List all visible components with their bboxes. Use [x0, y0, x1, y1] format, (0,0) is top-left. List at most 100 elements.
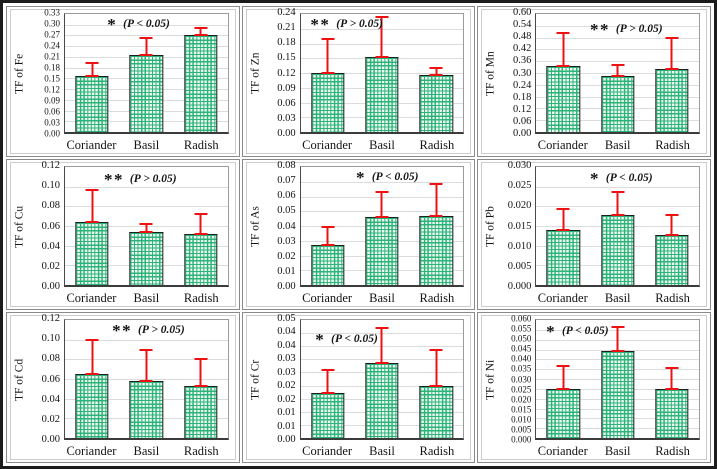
x-axis-label-basil: Basil: [369, 443, 395, 458]
y-tick-label: 0.02: [41, 413, 60, 425]
chart-panel-frame: TF of Zn 0.24 0.21 0.18 0.15 0.12 0.09 0.06 0.0…: [245, 6, 472, 154]
y-tick-label: 0.015: [511, 404, 532, 415]
y-tick-label: 0.06: [41, 373, 60, 385]
chart-panel: TF of Pb 0.030 0.025 0.020 0.015 0.010 0.005 0…: [477, 159, 711, 310]
error-bar-cap-top: [321, 38, 335, 41]
significance-stars: **: [310, 15, 331, 34]
y-tick-label: 0.12: [41, 159, 60, 171]
x-axis-label-basil: Basil: [133, 137, 160, 152]
bar-radish: [655, 388, 689, 438]
error-bar-coriander: [321, 226, 335, 247]
significance-stars: **: [104, 170, 125, 190]
x-axis-label-radish: Radish: [655, 443, 690, 458]
y-tick-label: 0.03: [277, 112, 296, 124]
significance-annotation: ** (P > 0.05): [310, 14, 383, 34]
error-bar-cap-top: [556, 208, 570, 211]
chart-panel-frame: TF of Cu 0.12 0.10 0.08 0.06 0.04 0.02 0.00 **…: [10, 159, 236, 307]
error-bar-cap-bottom: [556, 228, 570, 231]
bar-basil: [600, 215, 635, 285]
chart-panel: TF of Cu 0.12 0.10 0.08 0.06 0.04 0.02 0.00 **…: [6, 159, 240, 310]
y-axis-title: TF of Mn: [484, 51, 497, 96]
x-axis-label-coriander: Coriander: [302, 290, 353, 305]
y-tick-label: 0.00: [512, 127, 532, 139]
error-bar-basil: [375, 190, 389, 219]
plot-area: ** (P > 0.05): [64, 319, 229, 440]
y-tick-label: 0.05: [277, 205, 296, 217]
chart-panel-frame: TF of Fe 0.33 0.30 0.27 0.24 0.21 0.18 0.15 0.1…: [10, 8, 236, 154]
error-bar-cap-top: [321, 368, 335, 371]
p-value-label: (P < 0.05): [559, 325, 609, 338]
bar-basil: [600, 75, 635, 132]
y-tick-label: 0.00: [44, 128, 60, 139]
chart-panel-frame: TF of Cd 0.12 0.10 0.08 0.06 0.04 0.02 0.00 **…: [10, 313, 236, 460]
p-value-label: (P > 0.05): [613, 22, 663, 35]
error-bar-radish: [429, 348, 443, 387]
y-axis-ticks: 0.05 0.04 0.04 0.03 0.03 0.02 0.02 0.01 0.01 0.00: [263, 313, 300, 444]
y-tick-label: 0.27: [44, 29, 60, 40]
y-tick-label: 0.010: [507, 240, 532, 252]
x-axis-label-coriander: Coriander: [537, 137, 588, 152]
error-bar-line: [91, 62, 94, 76]
error-bar-cap-bottom: [85, 221, 99, 224]
error-bar-cap-top: [665, 367, 679, 370]
error-bar-cap-top: [611, 190, 625, 193]
y-tick-label: 0.15: [277, 52, 296, 64]
error-bar-cap-top: [665, 36, 679, 39]
y-tick-label: 0.60: [512, 6, 532, 18]
y-tick-label: 0.36: [512, 55, 532, 67]
y-axis-title: TF of Cr: [249, 359, 262, 400]
plot-area: * (P < 0.05): [535, 319, 700, 440]
error-bar-basil: [139, 349, 153, 382]
error-bar-cap-top: [429, 67, 443, 70]
significance-stars: *: [107, 15, 118, 34]
gridline: [536, 61, 699, 63]
chart-panel-frame: TF of Pb 0.030 0.025 0.020 0.015 0.010 0.005 0…: [481, 160, 707, 307]
error-bar-cap-top: [139, 36, 153, 39]
bar-basil: [365, 57, 399, 132]
y-tick-label: 0.24: [277, 6, 296, 18]
chart-panel: TF of As 0.08 0.07 0.06 0.05 0.04 0.03 0.02 0.0…: [241, 159, 476, 310]
error-bar-cap-bottom: [375, 216, 389, 219]
error-bar-coriander: [556, 31, 570, 68]
bar-coriander: [546, 229, 581, 285]
error-bar-cap-top: [85, 62, 99, 65]
gridline: [536, 186, 699, 188]
y-tick-label: 0.48: [512, 30, 532, 42]
y-tick-label: 0.01: [277, 265, 296, 277]
error-bar-cap-top: [375, 190, 389, 193]
chart-panel-frame: TF of Ni 0.060 0.055 0.050 0.045 0.040 0.035 0…: [481, 314, 707, 460]
error-bar-coriander: [556, 365, 570, 390]
error-bar-basil: [375, 326, 389, 365]
y-axis-title: TF of As: [249, 206, 262, 247]
y-tick-label: 0.01: [277, 420, 296, 432]
y-tick-label: 0.02: [41, 260, 60, 272]
bar-basil: [129, 380, 163, 438]
error-bar-cap-bottom: [611, 214, 625, 217]
y-axis-ticks: 0.33 0.30 0.27 0.24 0.21 0.18 0.15 0.12 0.09 0.06…: [27, 8, 64, 138]
x-axis-label-radish: Radish: [183, 137, 219, 152]
y-axis-ticks: 0.060 0.055 0.050 0.045 0.040 0.035 0.030 0.025…: [498, 314, 535, 444]
bar-radish: [183, 35, 218, 132]
error-bar-line: [199, 358, 202, 386]
x-axis-label-radish: Radish: [419, 290, 455, 305]
y-tick-label: 0.02: [277, 379, 296, 391]
y-axis-title: TF of Cd: [13, 358, 26, 401]
bar-coriander: [311, 245, 345, 285]
y-axis-ticks: 0.60 0.54 0.48 0.42 0.36 0.30 0.24 0.18 0.12 0.06…: [498, 7, 535, 138]
y-axis-ticks: 0.030 0.025 0.020 0.015 0.010 0.005 0.000: [498, 160, 535, 291]
x-axis-labels: Coriander Basil Radish: [535, 440, 700, 459]
y-tick-label: 0.020: [511, 394, 532, 405]
error-bar-cap-bottom: [85, 373, 99, 376]
significance-stars: *: [355, 168, 366, 187]
error-bar-line: [616, 190, 619, 216]
error-bar-cap-bottom: [139, 379, 153, 382]
p-value-label: (P < 0.05): [368, 171, 419, 183]
gridline: [65, 24, 228, 26]
error-bar-basil: [375, 16, 389, 59]
error-bar-cap-bottom: [429, 74, 443, 77]
chart-panel: TF of Fe 0.33 0.30 0.27 0.24 0.21 0.18 0.15 0.1…: [6, 6, 240, 157]
error-bar-line: [145, 36, 148, 56]
y-tick-label: 0.09: [277, 82, 296, 94]
error-bar-line: [562, 208, 565, 230]
error-bar-cap-top: [429, 348, 443, 351]
